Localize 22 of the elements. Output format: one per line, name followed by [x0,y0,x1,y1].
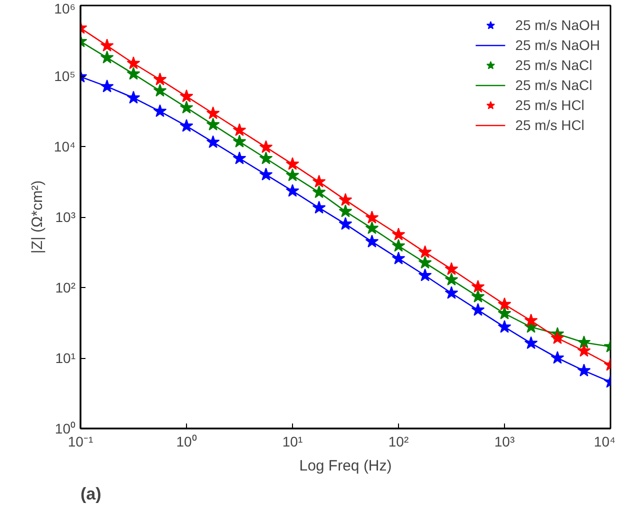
legend-label: 25 m/s NaOH [515,37,600,53]
text: (a) [80,484,102,504]
y-tick-label: 10¹ [55,350,76,366]
legend-label: 25 m/s NaCl [515,77,592,93]
y-tick-label: 10⁶ [54,0,76,16]
x-tick-label: 10⁰ [176,434,197,450]
x-tick-label: 10⁻¹ [68,434,94,450]
legend-label: 25 m/s HCl [515,97,584,113]
y-tick-label: 10³ [55,209,76,225]
x-axis-title: Log Freq (Hz) [299,458,392,474]
legend-label: 25 m/s NaOH [515,17,600,33]
y-tick-label: 10⁵ [54,68,76,84]
x-tick-label: 10¹ [282,434,303,450]
y-tick-label: 10² [55,280,76,296]
x-tick-label: 10³ [494,434,515,450]
y-tick-label: 10⁴ [54,138,76,154]
legend-label: 25 m/s NaCl [515,57,592,73]
y-axis-title: |Z| (Ω*cm²) [28,180,46,254]
x-tick-label: 10⁴ [594,434,616,450]
y-tick-label: 10⁰ [54,420,76,436]
x-tick-label: 10² [388,434,409,450]
legend-label: 25 m/s HCl [515,117,584,133]
